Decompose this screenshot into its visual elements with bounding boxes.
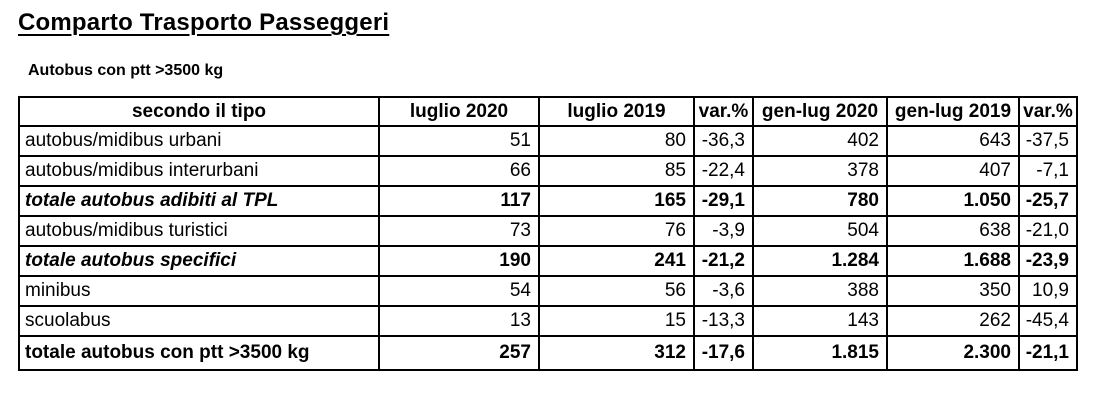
cell-var-pct-month: -13,3 bbox=[693, 305, 754, 337]
cell-luglio-2019: 80 bbox=[538, 125, 695, 157]
row-label: totale autobus specifici bbox=[18, 245, 380, 277]
col-header-luglio-2020: luglio 2020 bbox=[378, 96, 540, 127]
row-label: autobus/midibus urbani bbox=[18, 125, 380, 157]
cell-genlug-2019: 643 bbox=[886, 125, 1020, 157]
cell-luglio-2020: 73 bbox=[378, 215, 540, 247]
row-label: totale autobus adibiti al TPL bbox=[18, 185, 380, 217]
col-header-var-pct-ytd: var.% bbox=[1018, 96, 1078, 127]
cell-genlug-2020: 1.284 bbox=[752, 245, 888, 277]
cell-luglio-2020: 13 bbox=[378, 305, 540, 337]
bus-registrations-table: secondo il tipo luglio 2020 luglio 2019 … bbox=[18, 96, 1078, 371]
col-header-var-pct-month: var.% bbox=[693, 96, 754, 127]
row-label: scuolabus bbox=[18, 305, 380, 337]
cell-var-pct-month: -29,1 bbox=[693, 185, 754, 217]
cell-genlug-2019: 262 bbox=[886, 305, 1020, 337]
cell-var-pct-ytd: 10,9 bbox=[1018, 275, 1078, 307]
cell-luglio-2019: 241 bbox=[538, 245, 695, 277]
cell-genlug-2020: 504 bbox=[752, 215, 888, 247]
table-row: minibus 54 56 -3,6 388 350 10,9 bbox=[18, 275, 1078, 307]
cell-var-pct-month: -36,3 bbox=[693, 125, 754, 157]
cell-luglio-2020: 51 bbox=[378, 125, 540, 157]
table-row: totale autobus adibiti al TPL 117 165 -29,1… bbox=[18, 185, 1078, 217]
cell-luglio-2019: 165 bbox=[538, 185, 695, 217]
cell-luglio-2019: 15 bbox=[538, 305, 695, 337]
header-row: secondo il tipo luglio 2020 luglio 2019 … bbox=[18, 96, 1078, 127]
cell-var-pct-ytd: -37,5 bbox=[1018, 125, 1078, 157]
table-row: autobus/midibus turistici 73 76 -3,9 504 638-… bbox=[18, 215, 1078, 247]
cell-luglio-2020: 66 bbox=[378, 155, 540, 187]
cell-genlug-2020: 143 bbox=[752, 305, 888, 337]
cell-var-pct-ytd: -21,1 bbox=[1018, 335, 1078, 371]
table-row: scuolabus 13 15 -13,3 143 262 -45,4 bbox=[18, 305, 1078, 337]
cell-luglio-2019: 312 bbox=[538, 335, 695, 371]
row-label: minibus bbox=[18, 275, 380, 307]
cell-luglio-2019: 76 bbox=[538, 215, 695, 247]
cell-genlug-2020: 780 bbox=[752, 185, 888, 217]
row-label: autobus/midibus turistici bbox=[18, 215, 380, 247]
cell-genlug-2020: 388 bbox=[752, 275, 888, 307]
table-row: autobus/midibus urbani 51 80 -36,3 402 643 -37… bbox=[18, 125, 1078, 157]
cell-genlug-2019: 407 bbox=[886, 155, 1020, 187]
cell-var-pct-month: -3,9 bbox=[693, 215, 754, 247]
cell-genlug-2019: 350 bbox=[886, 275, 1020, 307]
cell-var-pct-ytd: -45,4 bbox=[1018, 305, 1078, 337]
cell-luglio-2020: 257 bbox=[378, 335, 540, 371]
cell-var-pct-month: -22,4 bbox=[693, 155, 754, 187]
row-label: autobus/midibus interurbani bbox=[18, 155, 380, 187]
cell-luglio-2020: 117 bbox=[378, 185, 540, 217]
col-header-genlug-2019: gen-lug 2019 bbox=[886, 96, 1020, 127]
cell-genlug-2019: 1.050 bbox=[886, 185, 1020, 217]
cell-genlug-2019: 1.688 bbox=[886, 245, 1020, 277]
cell-genlug-2020: 402 bbox=[752, 125, 888, 157]
table-body: autobus/midibus urbani 51 80 -36,3 402 643 -37… bbox=[18, 125, 1078, 371]
cell-luglio-2019: 56 bbox=[538, 275, 695, 307]
col-header-genlug-2020: gen-lug 2020 bbox=[752, 96, 888, 127]
cell-var-pct-ytd: -25,7 bbox=[1018, 185, 1078, 217]
page-title: Comparto Trasporto Passeggeri bbox=[18, 9, 390, 36]
row-label: totale autobus con ptt >3500 kg bbox=[18, 335, 380, 371]
cell-luglio-2020: 54 bbox=[378, 275, 540, 307]
cell-var-pct-month: -3,6 bbox=[693, 275, 754, 307]
cell-genlug-2019: 2.300 bbox=[886, 335, 1020, 371]
cell-var-pct-ytd: -21,0 bbox=[1018, 215, 1078, 247]
cell-luglio-2019: 85 bbox=[538, 155, 695, 187]
cell-var-pct-ytd: -7,1 bbox=[1018, 155, 1078, 187]
col-header-luglio-2019: luglio 2019 bbox=[538, 96, 695, 127]
cell-genlug-2020: 378 bbox=[752, 155, 888, 187]
cell-var-pct-month: -21,2 bbox=[693, 245, 754, 277]
table-row: totale autobus con ptt >3500 kg 257 312 -17… bbox=[18, 335, 1078, 371]
cell-luglio-2020: 190 bbox=[378, 245, 540, 277]
col-header-tipo: secondo il tipo bbox=[18, 96, 380, 127]
table-subtitle: Autobus con ptt >3500 kg bbox=[28, 62, 224, 79]
cell-var-pct-month: -17,6 bbox=[693, 335, 754, 371]
table-row: autobus/midibus interurbani 66 85 -22,4 378 4… bbox=[18, 155, 1078, 187]
cell-var-pct-ytd: -23,9 bbox=[1018, 245, 1078, 277]
cell-genlug-2020: 1.815 bbox=[752, 335, 888, 371]
table-row: totale autobus specifici 190 241 -21,2 1.284… bbox=[18, 245, 1078, 277]
cell-genlug-2019: 638 bbox=[886, 215, 1020, 247]
